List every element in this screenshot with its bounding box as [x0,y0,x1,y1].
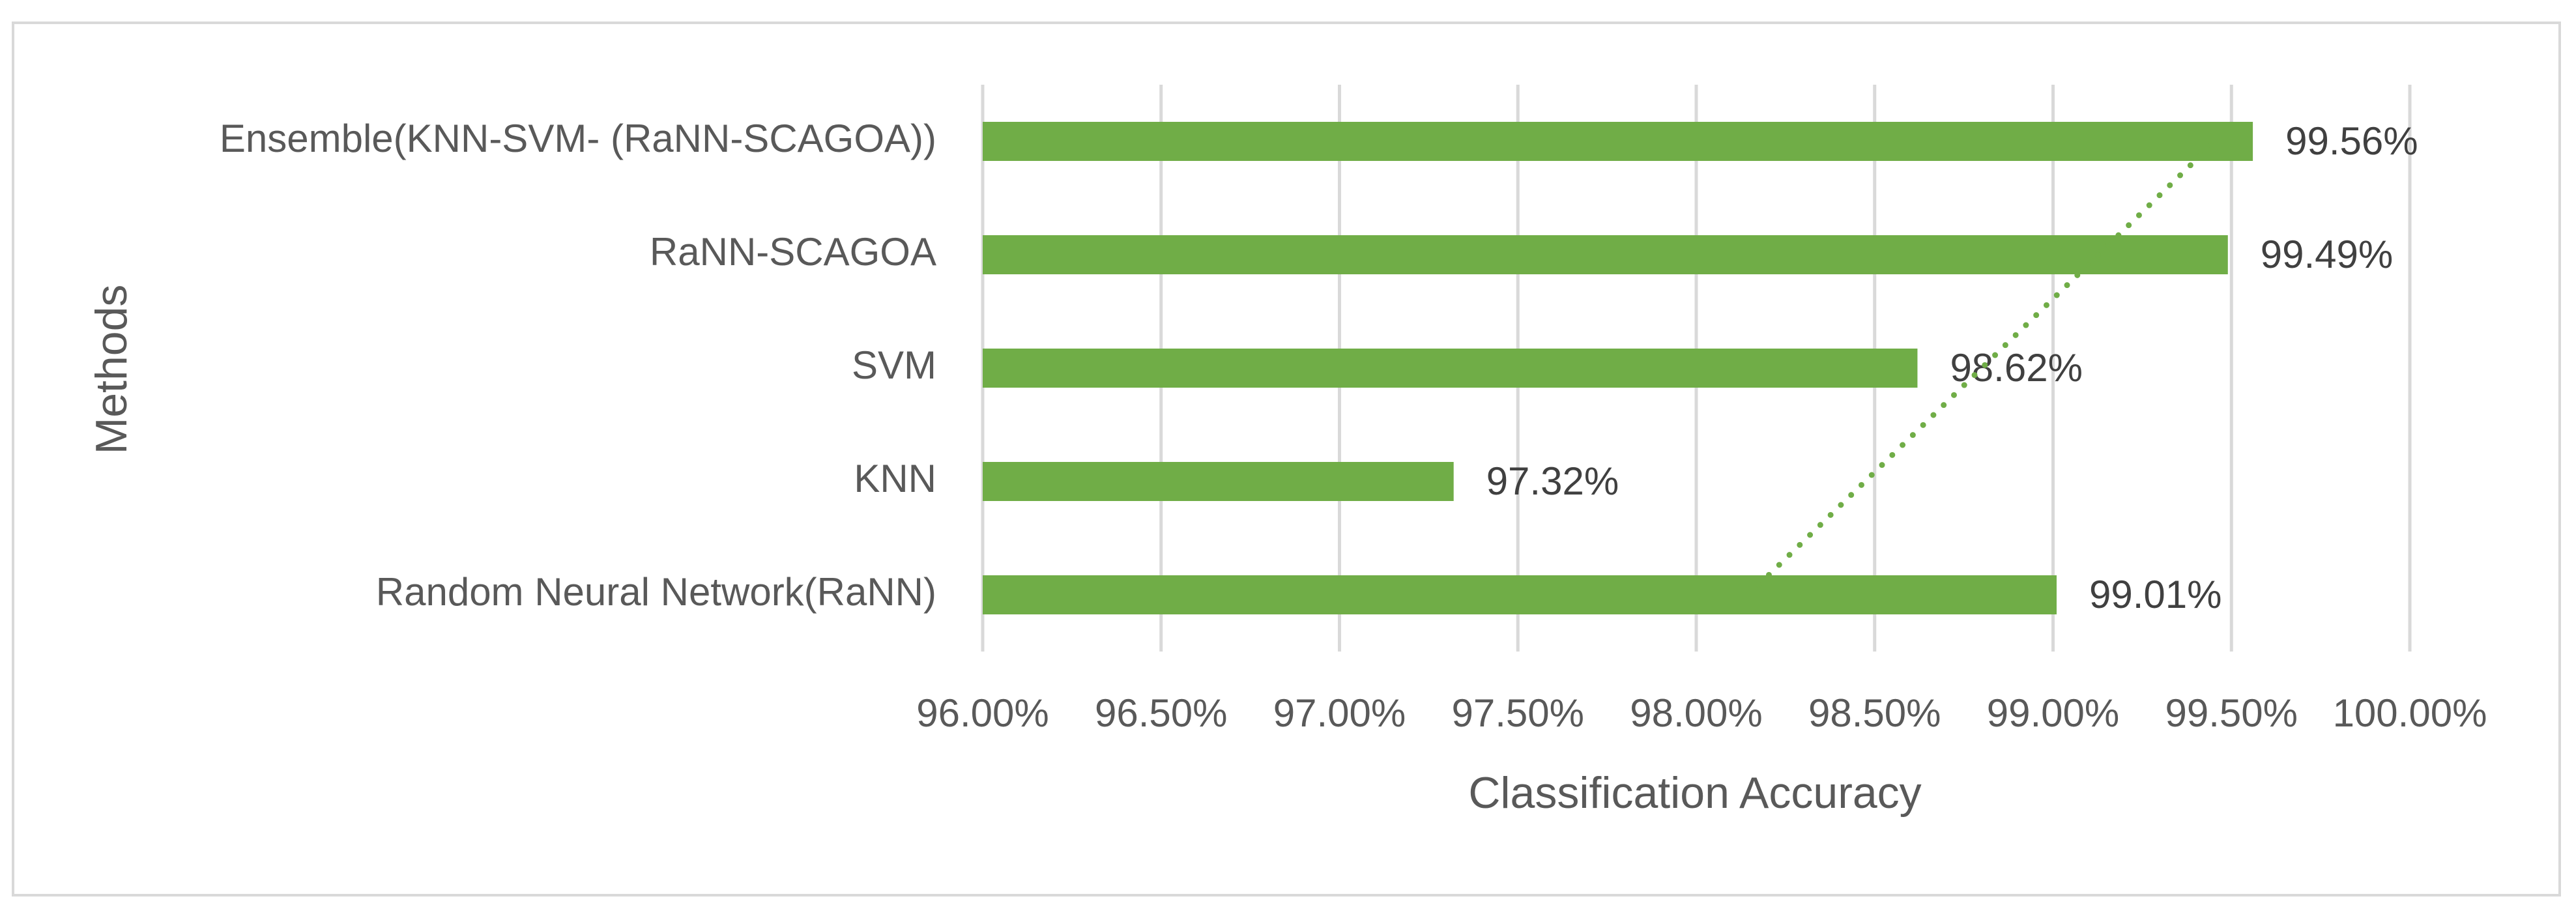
x-tick-label: 98.50% [1808,691,1941,735]
bar [983,349,1918,388]
bar [983,462,1454,501]
x-tick-label: 96.50% [1095,691,1228,735]
bar [983,575,2057,614]
y-tick-label: KNN [854,457,936,500]
x-tick-label: 98.00% [1630,691,1763,735]
x-tick-label: 100.00% [2333,691,2487,735]
data-label: 99.56% [2285,119,2418,163]
y-tick-label: RaNN-SCAGOA [650,230,936,274]
bar [983,235,2228,274]
bar [983,122,2253,161]
trendline [1745,138,2218,598]
x-tick-label: 97.50% [1452,691,1585,735]
x-axis-title: Classification Accuracy [1468,768,1921,818]
x-tick-label: 97.00% [1273,691,1406,735]
data-label: 98.62% [1950,346,2083,390]
data-label: 99.01% [2089,573,2222,616]
x-tick-label: 96.00% [916,691,1049,735]
y-axis-title: Methods [87,285,136,455]
y-tick-label: SVM [852,343,936,387]
data-label: 97.32% [1486,459,1619,503]
data-label: 99.49% [2261,233,2394,276]
y-tick-label: Ensemble(KNN-SVM- (RaNN-SCAGOA)) [220,117,936,160]
x-tick-label: 99.00% [1987,691,2120,735]
y-tick-label: Random Neural Network(RaNN) [376,570,936,614]
x-tick-label: 99.50% [2165,691,2298,735]
chart-frame [12,22,2561,896]
